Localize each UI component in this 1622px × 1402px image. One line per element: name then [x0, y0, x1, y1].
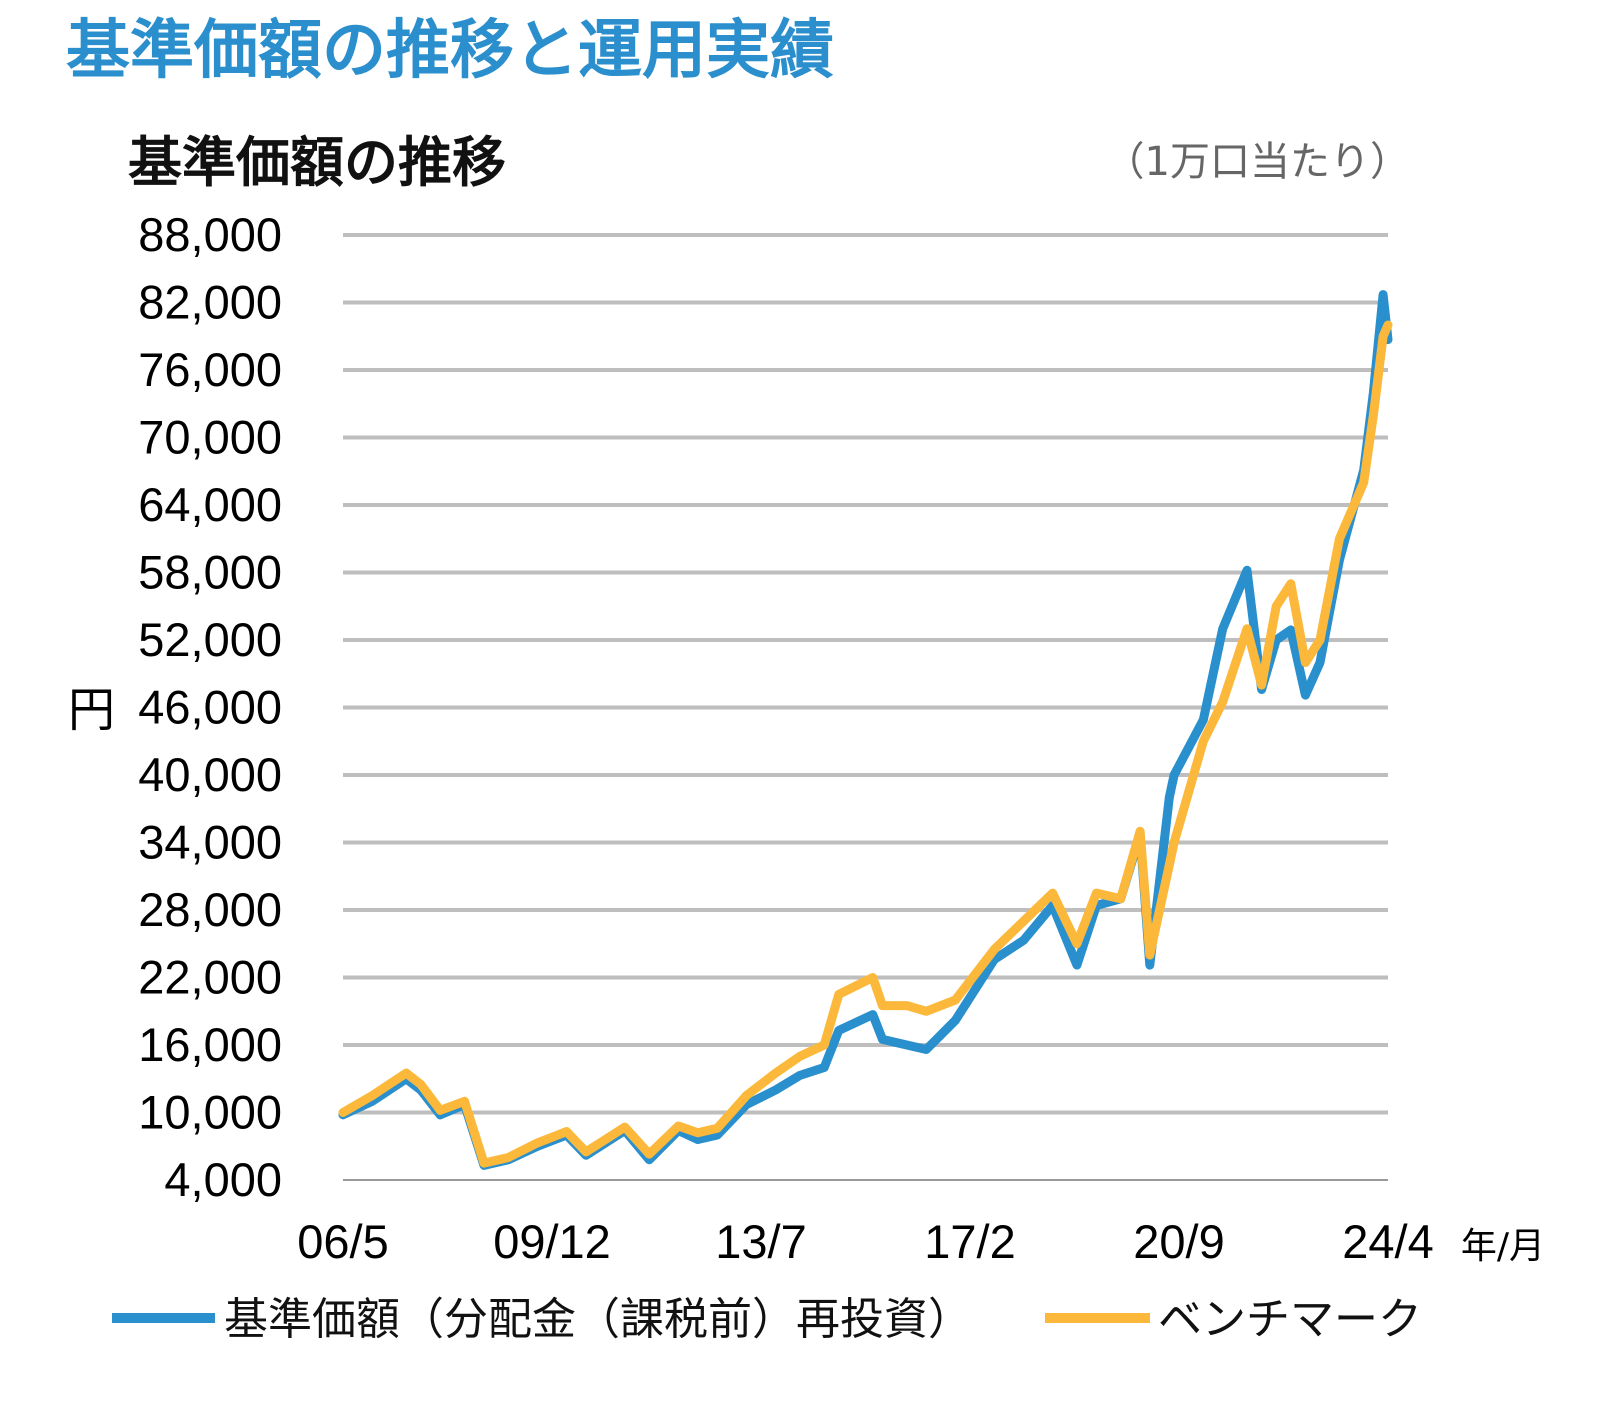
y-tick-label: 46,000 [138, 681, 282, 734]
y-tick-label: 58,000 [138, 546, 282, 599]
y-axis-label: 円 [68, 683, 115, 736]
y-tick-label: 64,000 [138, 478, 282, 531]
y-tick-label: 52,000 [138, 613, 282, 666]
y-tick-label: 10,000 [138, 1086, 282, 1139]
x-axis-label: 年/月 [1461, 1226, 1545, 1267]
x-tick-label: 17/2 [924, 1215, 1015, 1268]
x-tick-label: 06/5 [297, 1215, 388, 1268]
y-tick-label: 76,000 [138, 343, 282, 396]
x-tick-label: 13/7 [715, 1215, 806, 1268]
y-tick-labels: 4,000 10,000 16,000 22,000 28,000 34,000 40,00… [138, 208, 282, 1206]
y-tick-label: 34,000 [138, 816, 282, 869]
gridlines [343, 233, 1388, 1181]
chart-title: 基準価額の推移 [128, 131, 506, 194]
legend: 基準価額（分配金（課税前）再投資） ベンチマーク [112, 1294, 1422, 1345]
y-tick-label: 16,000 [138, 1018, 282, 1071]
y-tick-label: 82,000 [138, 276, 282, 329]
x-tick-label: 09/12 [493, 1215, 611, 1268]
y-tick-label: 4,000 [164, 1153, 282, 1206]
x-tick-label: 20/9 [1133, 1215, 1224, 1268]
series-line-benchmark [338, 320, 1393, 1168]
unit-note: （1万口当たり） [1105, 139, 1410, 185]
y-tick-label: 28,000 [138, 883, 282, 936]
series-line-fund [338, 290, 1393, 1170]
series-lines [338, 290, 1393, 1170]
y-tick-label: 40,000 [138, 748, 282, 801]
legend-label-fund: 基準価額（分配金（課税前）再投資） [224, 1294, 972, 1345]
legend-label-benchmark: ベンチマーク [1158, 1294, 1422, 1345]
y-tick-label: 70,000 [138, 411, 282, 464]
y-tick-label: 22,000 [138, 951, 282, 1004]
y-tick-label: 88,000 [138, 208, 282, 261]
x-tick-label: 24/4 [1342, 1215, 1433, 1268]
page-title: 基準価額の推移と運用実績 [66, 14, 834, 88]
x-tick-labels: 06/5 09/12 13/7 17/2 20/9 24/4 [297, 1215, 1433, 1268]
